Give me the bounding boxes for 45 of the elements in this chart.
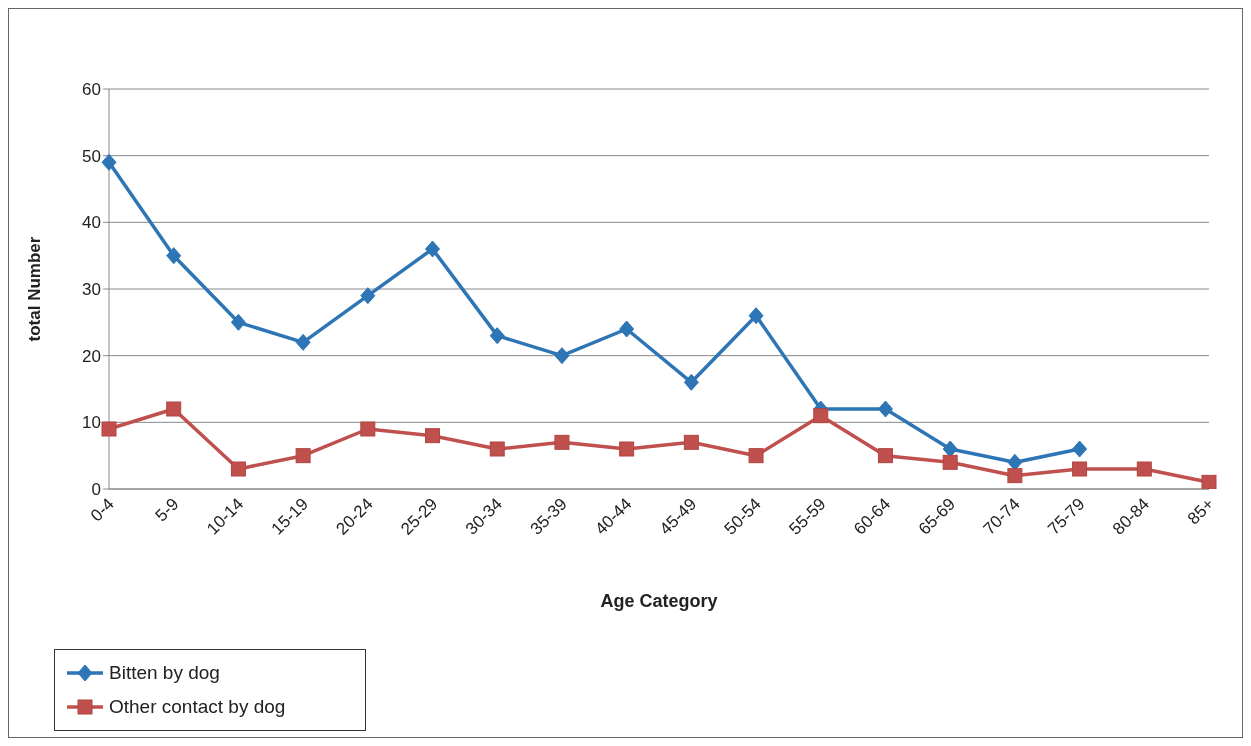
point xyxy=(748,307,764,325)
point xyxy=(748,448,764,464)
point xyxy=(683,434,699,450)
y-tick-label: 60 xyxy=(82,80,101,100)
point xyxy=(230,461,246,477)
point xyxy=(295,333,311,351)
point xyxy=(1007,468,1023,484)
point xyxy=(295,448,311,464)
y-tick-label: 20 xyxy=(82,346,101,366)
y-tick-label: 30 xyxy=(82,280,101,300)
x-axis-title: Age Category xyxy=(600,591,718,611)
point xyxy=(360,421,376,437)
point xyxy=(425,240,441,258)
x-tick-label: 5-9 xyxy=(151,494,183,526)
point xyxy=(877,400,893,418)
point xyxy=(942,440,958,458)
point xyxy=(554,347,570,365)
point xyxy=(1007,453,1023,471)
point xyxy=(425,428,441,444)
y-tick-label: 50 xyxy=(82,146,101,166)
point xyxy=(166,401,182,417)
point xyxy=(1136,461,1152,477)
point xyxy=(877,448,893,464)
point xyxy=(813,408,829,424)
point xyxy=(489,441,505,457)
point xyxy=(1201,474,1217,489)
point xyxy=(489,327,505,345)
y-axis-title: total Number xyxy=(25,236,45,342)
point xyxy=(101,421,117,437)
legend-label: Bitten by dog xyxy=(109,661,220,685)
point xyxy=(1072,461,1088,477)
point xyxy=(101,153,117,171)
point xyxy=(619,441,635,457)
x-tick-label: 85+ xyxy=(1184,494,1218,529)
y-tick-label: 10 xyxy=(82,413,101,433)
point xyxy=(619,320,635,338)
y-tick-label: 40 xyxy=(82,213,101,233)
point xyxy=(942,454,958,470)
point xyxy=(683,373,699,391)
point xyxy=(1072,440,1088,458)
point xyxy=(360,287,376,305)
legend-label: Other contact by dog xyxy=(109,695,286,719)
point xyxy=(554,434,570,450)
point xyxy=(166,247,182,265)
point xyxy=(230,313,246,331)
